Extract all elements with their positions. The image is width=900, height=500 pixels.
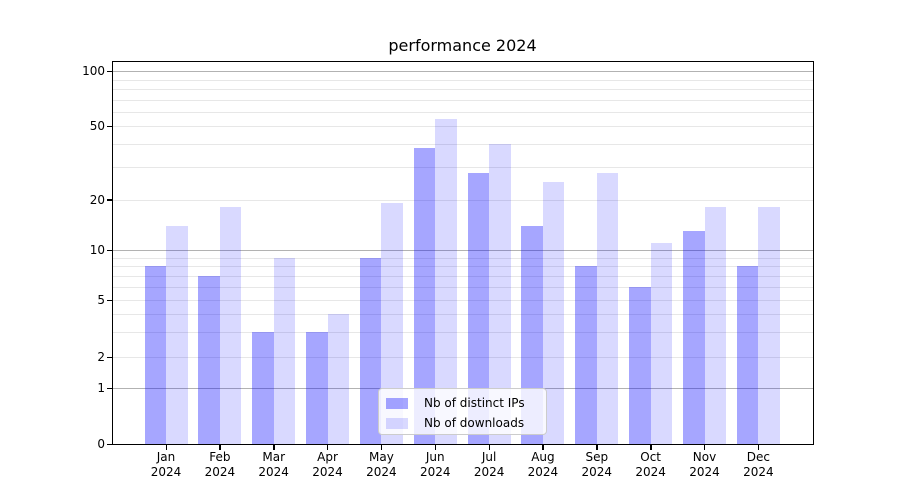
gridline-minor-50: [112, 126, 813, 128]
plot-area: Nb of distinct IPs Nb of downloads: [112, 62, 813, 444]
gridline-minor-90: [112, 79, 813, 81]
bar-nb-of-distinct-ips-may-2024: [359, 257, 382, 444]
x-tick-label-may-2024: May 2024: [366, 450, 397, 479]
y-tick-mark-10: [107, 249, 112, 251]
x-tick-mark-feb-2024: [219, 445, 221, 450]
x-tick-label-jul-2024: Jul 2024: [473, 450, 505, 479]
x-tick-mark-oct-2024: [650, 445, 652, 450]
gridline-minor-30: [112, 167, 813, 169]
y-tick-label-100: 100: [82, 64, 105, 79]
axis-spine-top: [112, 61, 814, 62]
y-tick-label-2: 2: [97, 350, 105, 364]
x-tick-label-feb-2024: Feb 2024: [204, 450, 236, 479]
gridline-major-100: [112, 71, 813, 73]
gridline-minor-20: [112, 199, 813, 201]
bar-nb-of-distinct-ips-oct-2024: [629, 286, 651, 444]
bar-nb-of-distinct-ips-feb-2024: [198, 275, 220, 444]
x-tick-label-dec-2024: Dec 2024: [743, 450, 774, 479]
x-tick-mark-jan-2024: [165, 445, 167, 450]
bar-nb-of-downloads-may-2024: [381, 203, 403, 444]
bar-nb-of-distinct-ips-sep-2024: [575, 266, 597, 444]
y-tick-label-0: 0: [97, 437, 105, 452]
x-tick-mark-sep-2024: [596, 445, 598, 450]
gridline-minor-7: [112, 275, 813, 277]
gridline-minor-8: [112, 266, 813, 268]
bar-nb-of-downloads-oct-2024: [650, 243, 673, 444]
bar-nb-of-downloads-dec-2024: [758, 207, 780, 444]
gridline-minor-70: [112, 99, 813, 101]
x-tick-label-sep-2024: Sep 2024: [581, 450, 613, 479]
y-tick-mark-100: [107, 70, 112, 73]
bar-nb-of-downloads-mar-2024: [273, 257, 296, 444]
y-tick-mark-2: [107, 356, 112, 358]
axis-spine-bottom: [112, 444, 814, 445]
legend-label-distinct-ips: Nb of distinct IPs: [424, 396, 525, 410]
chart-title: performance 2024: [388, 36, 537, 55]
gridline-minor-3: [112, 331, 813, 333]
y-tick-label-10: 10: [89, 243, 105, 257]
x-tick-label-jun-2024: Jun 2024: [419, 450, 451, 479]
y-tick-label-5: 5: [97, 293, 105, 307]
y-tick-mark-5: [107, 299, 112, 301]
gridline-minor-9: [112, 257, 813, 259]
gridline-minor-5: [112, 300, 813, 301]
gridline-minor-40: [112, 144, 813, 146]
x-tick-label-nov-2024: Nov 2024: [689, 450, 720, 479]
y-tick-label-1: 1: [97, 381, 105, 396]
bar-nb-of-downloads-apr-2024: [327, 313, 350, 444]
x-tick-label-oct-2024: Oct 2024: [635, 450, 666, 479]
x-tick-mark-jul-2024: [488, 445, 490, 450]
legend-label-downloads: Nb of downloads: [424, 416, 525, 430]
x-tick-mark-jun-2024: [434, 445, 437, 450]
gridline-minor-60: [112, 111, 813, 113]
gridline-major-10: [112, 250, 813, 251]
x-tick-label-aug-2024: Aug 2024: [527, 450, 559, 479]
bar-nb-of-distinct-ips-nov-2024: [683, 230, 705, 444]
bar-nb-of-distinct-ips-apr-2024: [306, 331, 328, 444]
gridline-minor-6: [112, 286, 813, 288]
bar-nb-of-downloads-aug-2024: [542, 181, 565, 444]
y-tick-mark-20: [107, 199, 112, 201]
legend-swatch-downloads: [386, 417, 408, 429]
bar-nb-of-distinct-ips-mar-2024: [252, 331, 274, 444]
bar-nb-of-distinct-ips-jun-2024: [413, 148, 436, 444]
y-tick-mark-0: [107, 443, 112, 446]
x-tick-label-mar-2024: Mar 2024: [258, 450, 289, 479]
y-tick-label-50: 50: [89, 119, 105, 134]
gridline-minor-2: [112, 357, 813, 358]
x-tick-mark-nov-2024: [704, 445, 706, 450]
bar-nb-of-downloads-nov-2024: [704, 207, 726, 444]
bar-nb-of-distinct-ips-dec-2024: [736, 266, 759, 444]
y-tick-mark-50: [107, 125, 112, 128]
y-tick-mark-1: [107, 387, 112, 390]
y-tick-label-20: 20: [89, 192, 105, 207]
x-tick-mark-may-2024: [380, 445, 383, 450]
x-tick-mark-apr-2024: [327, 445, 329, 450]
bar-nb-of-downloads-feb-2024: [219, 207, 242, 444]
bar-nb-of-distinct-ips-jan-2024: [144, 266, 166, 444]
bar-nb-of-distinct-ips-jul-2024: [467, 172, 490, 444]
x-tick-mark-mar-2024: [273, 445, 275, 450]
bar-nb-of-downloads-jan-2024: [166, 225, 188, 444]
bar-nb-of-downloads-jun-2024: [435, 118, 457, 444]
x-tick-label-apr-2024: Apr 2024: [312, 450, 343, 479]
legend-swatch-distinct-ips: [386, 397, 408, 409]
legend: Nb of distinct IPs Nb of downloads: [378, 388, 547, 435]
axis-spine-right: [813, 61, 814, 445]
gridline-minor-80: [112, 89, 813, 90]
bar-nb-of-downloads-jul-2024: [489, 144, 511, 444]
legend-item-distinct-ips: Nb of distinct IPs: [386, 393, 538, 413]
legend-item-downloads: Nb of downloads: [386, 413, 538, 433]
bar-nb-of-downloads-sep-2024: [596, 172, 619, 444]
x-tick-mark-dec-2024: [757, 445, 760, 450]
axis-spine-left: [112, 61, 113, 445]
x-tick-mark-aug-2024: [542, 445, 544, 450]
gridline-minor-4: [112, 313, 813, 315]
x-tick-label-jan-2024: Jan 2024: [150, 450, 182, 479]
